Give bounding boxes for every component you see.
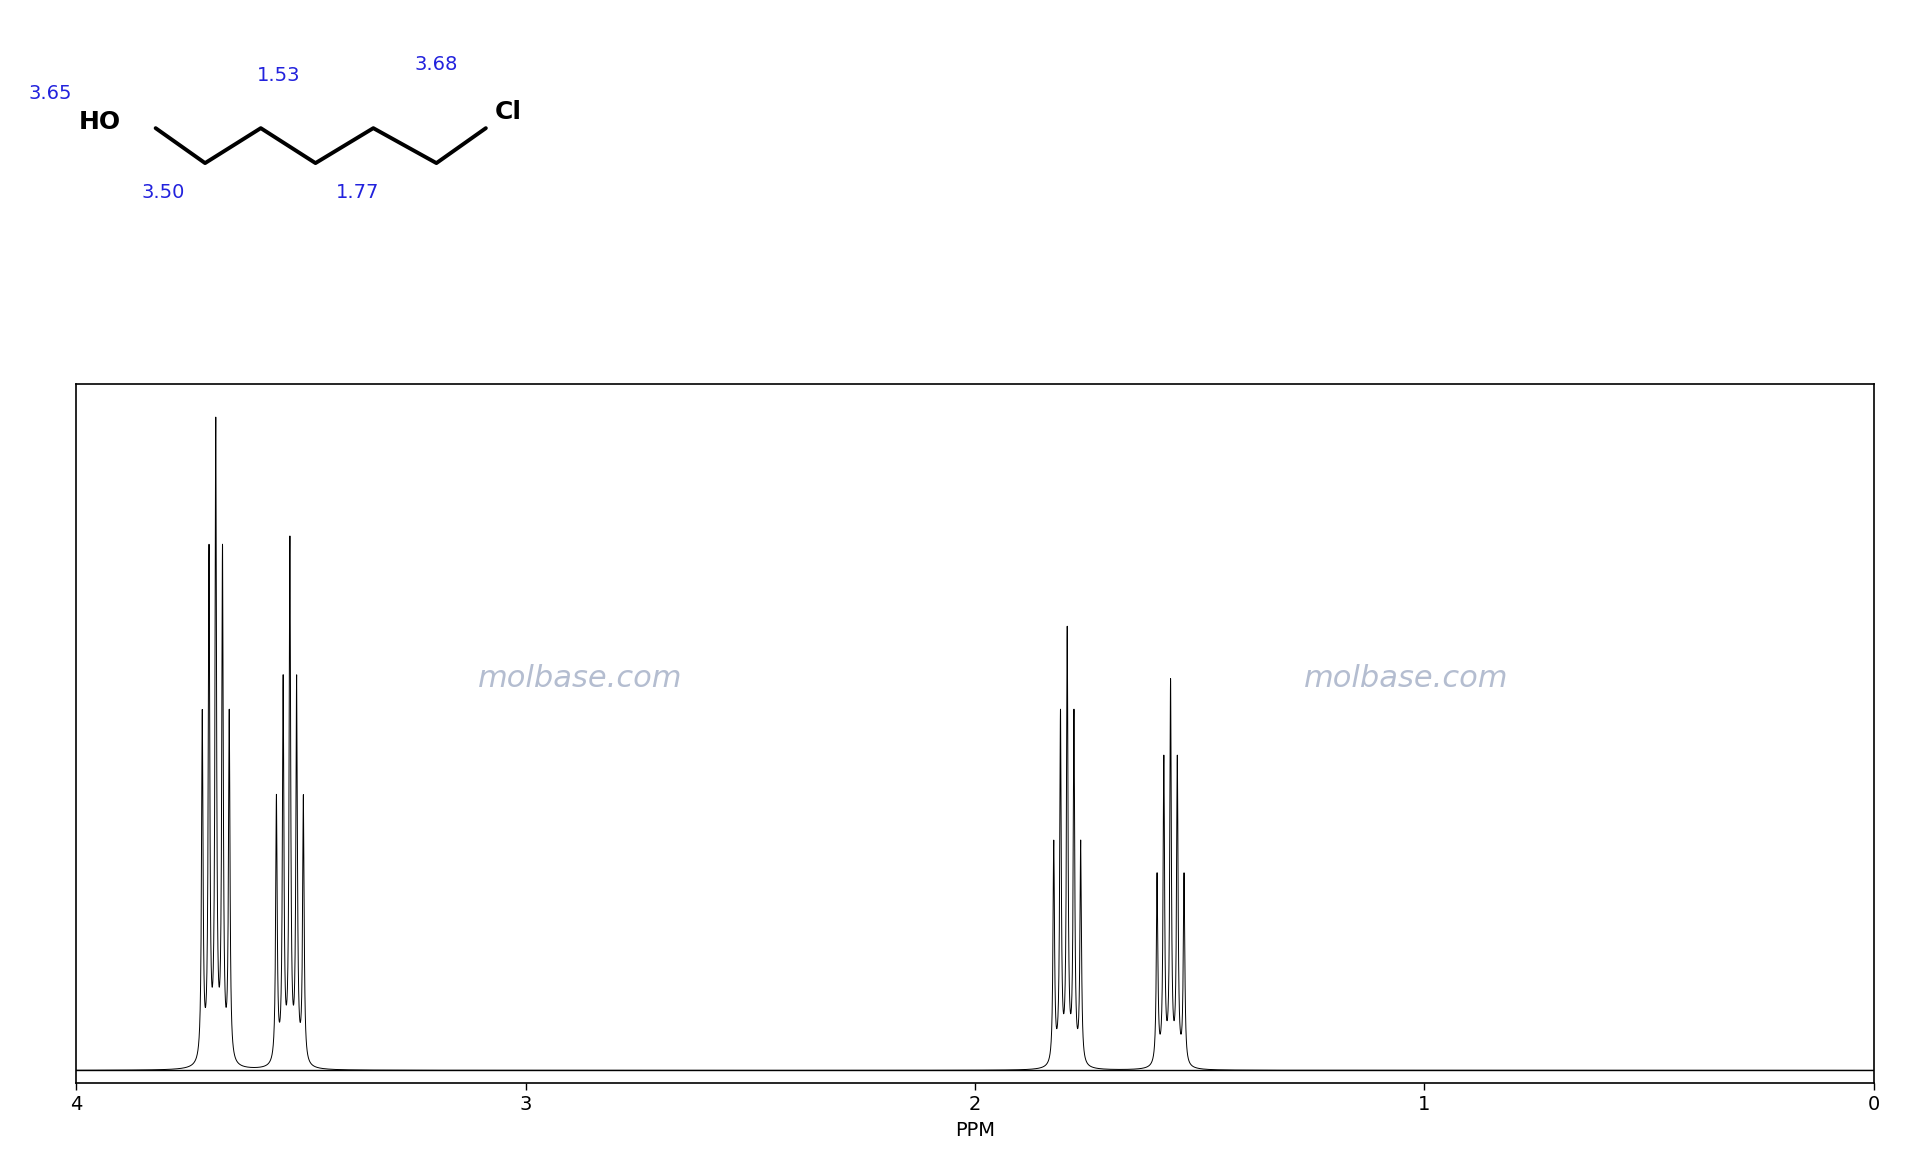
Text: molbase.com: molbase.com	[1304, 664, 1509, 692]
Text: 3.65: 3.65	[29, 84, 73, 103]
Text: 1.53: 1.53	[256, 66, 300, 85]
Text: HO: HO	[78, 111, 120, 134]
X-axis label: PPM: PPM	[956, 1121, 994, 1141]
Text: molbase.com: molbase.com	[478, 664, 683, 692]
Text: 3.68: 3.68	[415, 55, 459, 73]
Text: 1.77: 1.77	[337, 183, 379, 202]
Text: 3.50: 3.50	[141, 183, 185, 202]
Text: Cl: Cl	[493, 100, 522, 125]
